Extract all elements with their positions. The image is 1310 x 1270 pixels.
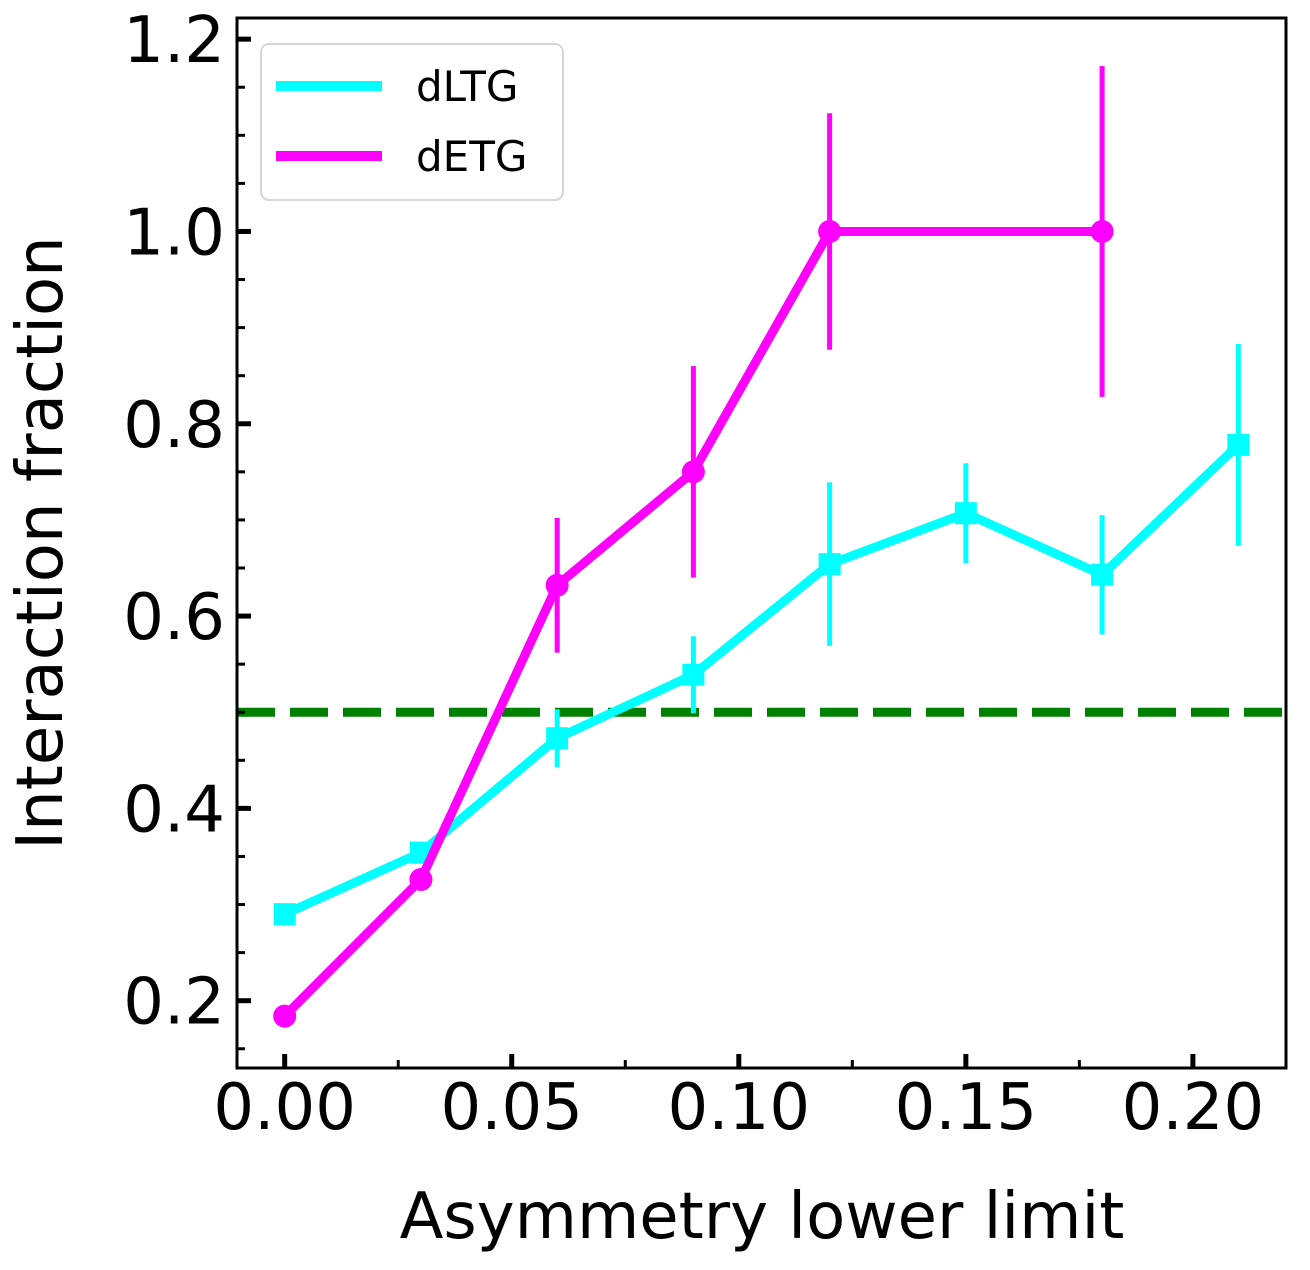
dltg-point [1091,563,1114,586]
y-tick-label: 0.6 [123,581,225,655]
dltg-point [682,663,705,686]
dltg-point [954,502,977,525]
legend-label-dltg: dLTG [416,62,518,111]
axes: 0.00 0.05 0.10 0.15 0.20 0.2 0.4 0.6 0.8 1.0 1.2 [123,4,1288,1145]
x-tick-label: 0.00 [213,1071,356,1145]
y-tick-label: 0.8 [123,389,225,463]
y-axis-label: Interaction fraction [4,236,78,849]
dltg-point [546,727,569,750]
dltg-point [818,553,841,576]
dltg-point [1227,433,1250,456]
y-tick-label: 1.2 [123,4,225,78]
x-tick-label: 0.05 [440,1071,583,1145]
detg-point [273,1004,297,1028]
detg-point [545,573,569,597]
y-tick-label: 1.0 [123,196,225,270]
plot-frame [235,16,1288,1070]
legend-label-detg: dETG [416,132,527,181]
x-tick-label: 0.15 [895,1071,1038,1145]
x-axis-label: Asymmetry lower limit [400,1180,1125,1254]
y-tick-label: 0.2 [123,966,225,1040]
detg-point [681,460,705,484]
detg-series-line [281,226,1103,1020]
plot-area [237,66,1286,1028]
detg-point [409,868,433,892]
detg-point [1090,219,1114,243]
x-tick-label: 0.10 [668,1071,811,1145]
detg-point [818,219,842,243]
y-tick-label: 0.4 [123,773,225,847]
dltg-point [273,903,296,926]
legend: dLTG dETG [260,43,564,201]
x-tick-label: 0.20 [1122,1071,1265,1145]
